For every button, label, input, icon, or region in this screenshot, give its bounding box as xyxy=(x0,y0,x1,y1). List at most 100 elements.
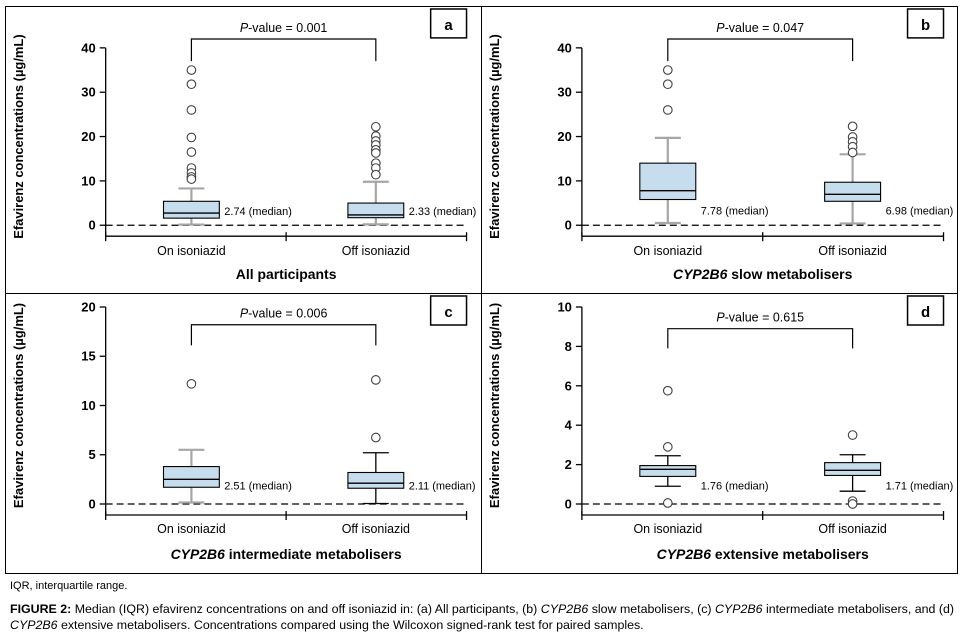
svg-text:a: a xyxy=(444,17,453,34)
panel-letter-badge: d xyxy=(906,295,944,326)
median-value-label: 7.78 (median) xyxy=(700,206,768,218)
outlier-point xyxy=(662,79,673,90)
panel-a-chart: P-value = 0.001 2.74 (median) On isoniazid… xyxy=(11,8,477,282)
category-label: On isoniazid xyxy=(633,522,702,536)
caption-segment: extensive metabolisers. Concentrations c… xyxy=(57,618,644,633)
caption-segment: FIGURE 2: xyxy=(10,601,72,616)
outlier-point xyxy=(370,375,381,385)
median-value-label: 1.71 (median) xyxy=(885,480,953,492)
category-label: Off isoniazid xyxy=(342,522,410,536)
outlier-point xyxy=(186,378,197,389)
y-axis xyxy=(575,306,583,515)
outlier-point xyxy=(370,432,381,443)
y-tick-label: 40 xyxy=(557,40,571,55)
y-axis xyxy=(99,47,107,237)
category-label: Off isoniazid xyxy=(342,244,410,258)
category-label: Off isoniazid xyxy=(818,522,886,536)
outlier-point xyxy=(186,105,197,115)
y-tick-label: 30 xyxy=(81,85,95,100)
outlier-point xyxy=(662,385,673,396)
median-value-label: 1.76 (median) xyxy=(700,480,768,492)
y-tick-label: 0 xyxy=(564,218,571,233)
outlier-point xyxy=(186,132,197,143)
y-tick-label: 10 xyxy=(557,299,571,314)
outlier-point xyxy=(662,442,673,452)
figure-caption: FIGURE 2: Median (IQR) efavirenz concent… xyxy=(10,601,956,634)
y-tick-label: 2 xyxy=(564,457,571,472)
panel-d-cell: P-value = 0.615 1.76 (median) On isoniazid… xyxy=(482,294,958,573)
panel-a-cell: P-value = 0.001 2.74 (median) On isoniazid… xyxy=(6,7,482,294)
median-value-label: 2.51 (median) xyxy=(224,480,292,492)
y-tick-label: 20 xyxy=(557,129,571,144)
y-axis xyxy=(99,306,107,515)
svg-text:b: b xyxy=(920,17,929,34)
iqr-box xyxy=(347,202,405,219)
boxplot-on-isoniazid: 1.76 (median) On isoniazid xyxy=(633,385,768,536)
y-tick-label: 40 xyxy=(81,40,95,55)
y-tick-label: 20 xyxy=(81,129,95,144)
outlier-point xyxy=(186,79,197,90)
iqr-box xyxy=(823,462,881,476)
x-axis xyxy=(105,232,468,242)
y-axis-title: Efavirenz concentrations (µg/mL) xyxy=(486,34,501,239)
outlier-point xyxy=(370,121,381,132)
svg-text:c: c xyxy=(444,304,452,321)
y-tick-label: 10 xyxy=(557,173,571,188)
category-label: Off isoniazid xyxy=(818,244,887,258)
iqr-box xyxy=(638,465,696,477)
caption-segment: slow metabolisers, (c) xyxy=(588,601,715,616)
y-axis-title: Efavirenz concentrations (µg/mL) xyxy=(11,34,26,238)
outlier-point xyxy=(662,65,673,75)
y-tick-label: 30 xyxy=(557,85,571,100)
p-value-label: P-value = 0.615 xyxy=(716,311,804,325)
outlier-point xyxy=(847,499,857,509)
outlier-point xyxy=(847,121,857,132)
boxplot-on-isoniazid: 2.74 (median) On isoniazid xyxy=(157,65,292,258)
iqr-box xyxy=(638,162,696,201)
y-axis-title: Efavirenz concentrations (µg/mL) xyxy=(11,303,26,508)
y-tick-label: 0 xyxy=(89,496,96,511)
caption-segment: CYP2B6 xyxy=(10,618,58,633)
caption-segment: Median (IQR) efavirenz concentrations on… xyxy=(71,601,541,616)
panel-c-cell: P-value = 0.006 2.51 (median) On isoniazid… xyxy=(6,294,482,573)
boxplot-off-isoniazid: 6.98 (median) Off isoniazid xyxy=(818,121,953,258)
outlier-point xyxy=(186,174,197,184)
iqr-box xyxy=(823,181,881,202)
boxplot-off-isoniazid: 2.33 (median) Off isoniazid xyxy=(342,121,477,258)
y-tick-label: 6 xyxy=(564,378,571,393)
panel-letter-badge: b xyxy=(906,8,944,39)
iqr-box xyxy=(347,471,405,489)
y-tick-label: 5 xyxy=(89,447,96,462)
svg-text:d: d xyxy=(920,304,929,321)
caption-segment: intermediate metabolisers, and (d) xyxy=(762,601,954,616)
y-axis-title: Efavirenz concentrations (µg/mL) xyxy=(486,303,501,508)
y-axis xyxy=(575,47,583,237)
panel-title: CYP2B6 extensive metabolisers xyxy=(656,546,868,562)
significance-bracket xyxy=(190,38,377,62)
iqr-box xyxy=(162,200,220,219)
significance-bracket xyxy=(666,328,853,349)
p-value-label: P-value = 0.006 xyxy=(240,307,328,321)
significance-bracket xyxy=(190,324,377,346)
x-axis xyxy=(105,511,468,520)
panel-letter-badge: a xyxy=(429,8,468,39)
y-tick-label: 8 xyxy=(564,339,571,354)
outlier-point xyxy=(847,430,857,440)
panel-title: CYP2B6 slow metabolisers xyxy=(673,266,853,282)
panel-d-chart: P-value = 0.615 1.76 (median) On isoniazid… xyxy=(486,295,953,562)
panel-title: All participants xyxy=(236,266,337,282)
outlier-point xyxy=(662,498,673,508)
category-label: On isoniazid xyxy=(633,244,702,258)
median-value-label: 2.33 (median) xyxy=(409,206,477,218)
caption-segment: CYP2B6 xyxy=(540,601,589,616)
outlier-point xyxy=(662,105,673,115)
x-axis xyxy=(580,511,944,520)
y-tick-label: 20 xyxy=(81,299,95,314)
panel-letter-badge: c xyxy=(429,295,468,326)
median-value-label: 2.11 (median) xyxy=(409,480,476,492)
p-value-label: P-value = 0.001 xyxy=(240,21,328,35)
boxplot-on-isoniazid: 7.78 (median) On isoniazid xyxy=(633,65,768,258)
panel-b-cell: P-value = 0.047 7.78 (median) On isoniazid… xyxy=(481,7,957,294)
p-value-label: P-value = 0.047 xyxy=(716,21,804,35)
